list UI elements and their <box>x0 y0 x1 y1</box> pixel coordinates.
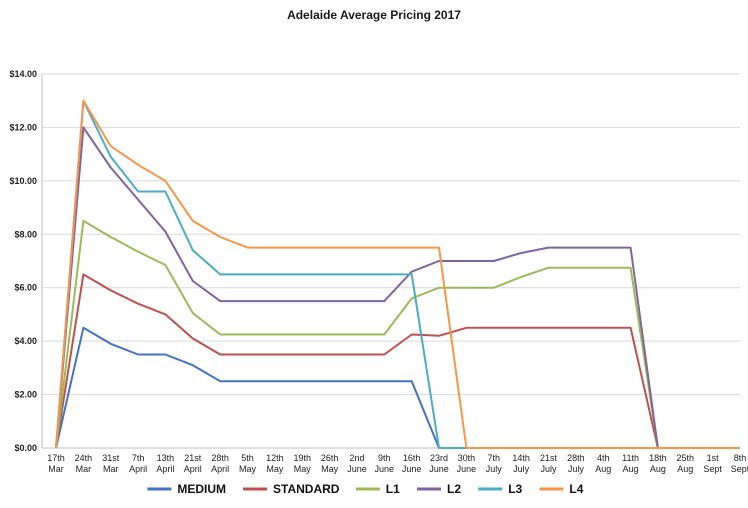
x-tick-label: 30th June <box>457 453 477 474</box>
series-line-l1 <box>55 219 740 449</box>
legend-label: STANDARD <box>273 482 340 496</box>
legend-item-l4: L4 <box>539 482 584 496</box>
series-line-l3 <box>55 99 740 449</box>
legend-item-standard: STANDARD <box>243 482 340 496</box>
x-tick-label: 16th June <box>402 453 422 474</box>
x-tick-label: 2nd June <box>347 453 367 474</box>
series-line-l4 <box>55 99 740 449</box>
legend-label: MEDIUM <box>177 482 226 496</box>
legend-label: L3 <box>508 482 522 496</box>
x-tick-label: 28th April <box>211 453 229 474</box>
x-tick-label: 7th July <box>486 453 503 474</box>
x-tick-label: 26th May <box>321 453 339 474</box>
x-tick-label: 18th Aug <box>649 453 667 474</box>
x-tick-label: 19th May <box>293 453 311 474</box>
legend-item-medium: MEDIUM <box>147 482 226 496</box>
legend-item-l2: L2 <box>417 482 461 496</box>
chart-title: Adelaide Average Pricing 2017 <box>287 8 461 22</box>
x-tick-label: 9th June <box>375 453 395 474</box>
x-tick-label: 21st July <box>540 453 558 474</box>
series-line-medium <box>55 326 740 449</box>
x-tick-label: 31st Mar <box>102 453 120 474</box>
legend-item-l3: L3 <box>478 482 523 496</box>
x-tick-label: 17th Mar <box>47 453 65 474</box>
series-line-standard <box>55 273 740 449</box>
x-tick-label: 11th Aug <box>622 453 639 474</box>
y-tick-label: $6.00 <box>14 283 37 293</box>
legend-label: L2 <box>447 482 461 496</box>
legend-item-l1: L1 <box>355 482 400 496</box>
legend: MEDIUM STANDARD L1 L2 L3 L4 <box>147 482 584 496</box>
y-tick-label: $10.00 <box>9 176 37 186</box>
series-line-l2 <box>55 126 740 449</box>
x-tick-label: 21st April <box>184 453 202 474</box>
legend-label: L1 <box>386 482 400 496</box>
y-tick-label: $14.00 <box>9 69 37 79</box>
gridlines <box>42 73 740 449</box>
x-tick-label: 1st Sept <box>703 453 722 474</box>
x-tick-label: 5th May <box>239 453 257 474</box>
x-axis: 17th Mar 24th Mar 31st Mar 7th April 13th April 21… <box>47 453 748 474</box>
y-tick-label: $4.00 <box>14 336 37 346</box>
y-tick-label: $12.00 <box>9 122 37 132</box>
x-tick-label: 23rd June <box>429 453 449 474</box>
x-tick-label: 25th Aug <box>677 453 695 474</box>
series-lines <box>55 99 740 449</box>
x-tick-label: 12th May <box>266 453 284 474</box>
legend-label: L4 <box>569 482 583 496</box>
x-tick-label: 13th April <box>156 453 174 474</box>
x-tick-label: 24th Mar <box>75 453 93 474</box>
y-tick-label: $0.00 <box>14 443 37 453</box>
y-tick-label: $2.00 <box>14 390 37 400</box>
y-tick-label: $8.00 <box>14 229 37 239</box>
x-tick-label: 28th July <box>567 453 585 474</box>
x-tick-label: 7th April <box>129 453 147 474</box>
x-tick-label: 14th July <box>512 453 530 474</box>
x-tick-label: 8th Sept <box>731 453 748 474</box>
x-tick-label: 4th Aug <box>595 453 611 474</box>
y-axis: $0.00 $2.00 $4.00 $6.00 $8.00 $10.00 $12.00 $14… <box>9 69 43 453</box>
